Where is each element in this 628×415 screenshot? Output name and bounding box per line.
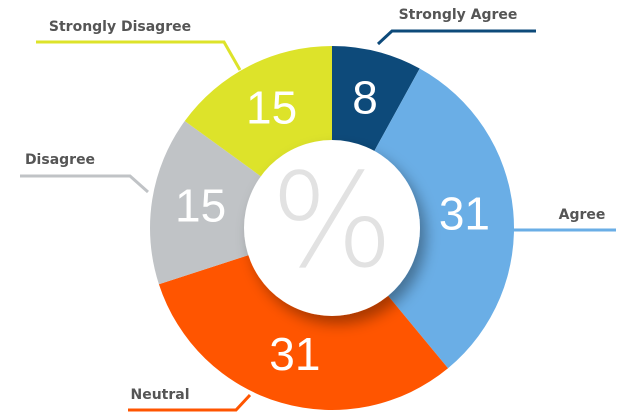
center-hole — [244, 140, 420, 316]
category-label: Neutral — [130, 387, 189, 403]
category-label: Strongly Agree — [399, 7, 518, 23]
category-label: Agree — [559, 207, 606, 223]
slice — [158, 252, 449, 410]
category-label: Strongly Disagree — [49, 19, 191, 35]
slice — [370, 68, 514, 369]
value-label: 31 — [269, 328, 320, 380]
category-label: Disagree — [25, 152, 95, 168]
value-label: 15 — [246, 82, 297, 134]
slice — [332, 46, 420, 158]
slice — [184, 46, 332, 181]
slice — [150, 121, 268, 285]
value-label: 8 — [352, 71, 378, 123]
leader-line — [36, 40, 242, 71]
center-label: % — [270, 145, 394, 297]
leader-line — [20, 174, 149, 194]
slices — [150, 46, 514, 410]
leader-line — [128, 393, 252, 412]
value-label: 31 — [439, 188, 490, 240]
value-label: 15 — [175, 179, 226, 231]
leader-line — [376, 29, 536, 46]
